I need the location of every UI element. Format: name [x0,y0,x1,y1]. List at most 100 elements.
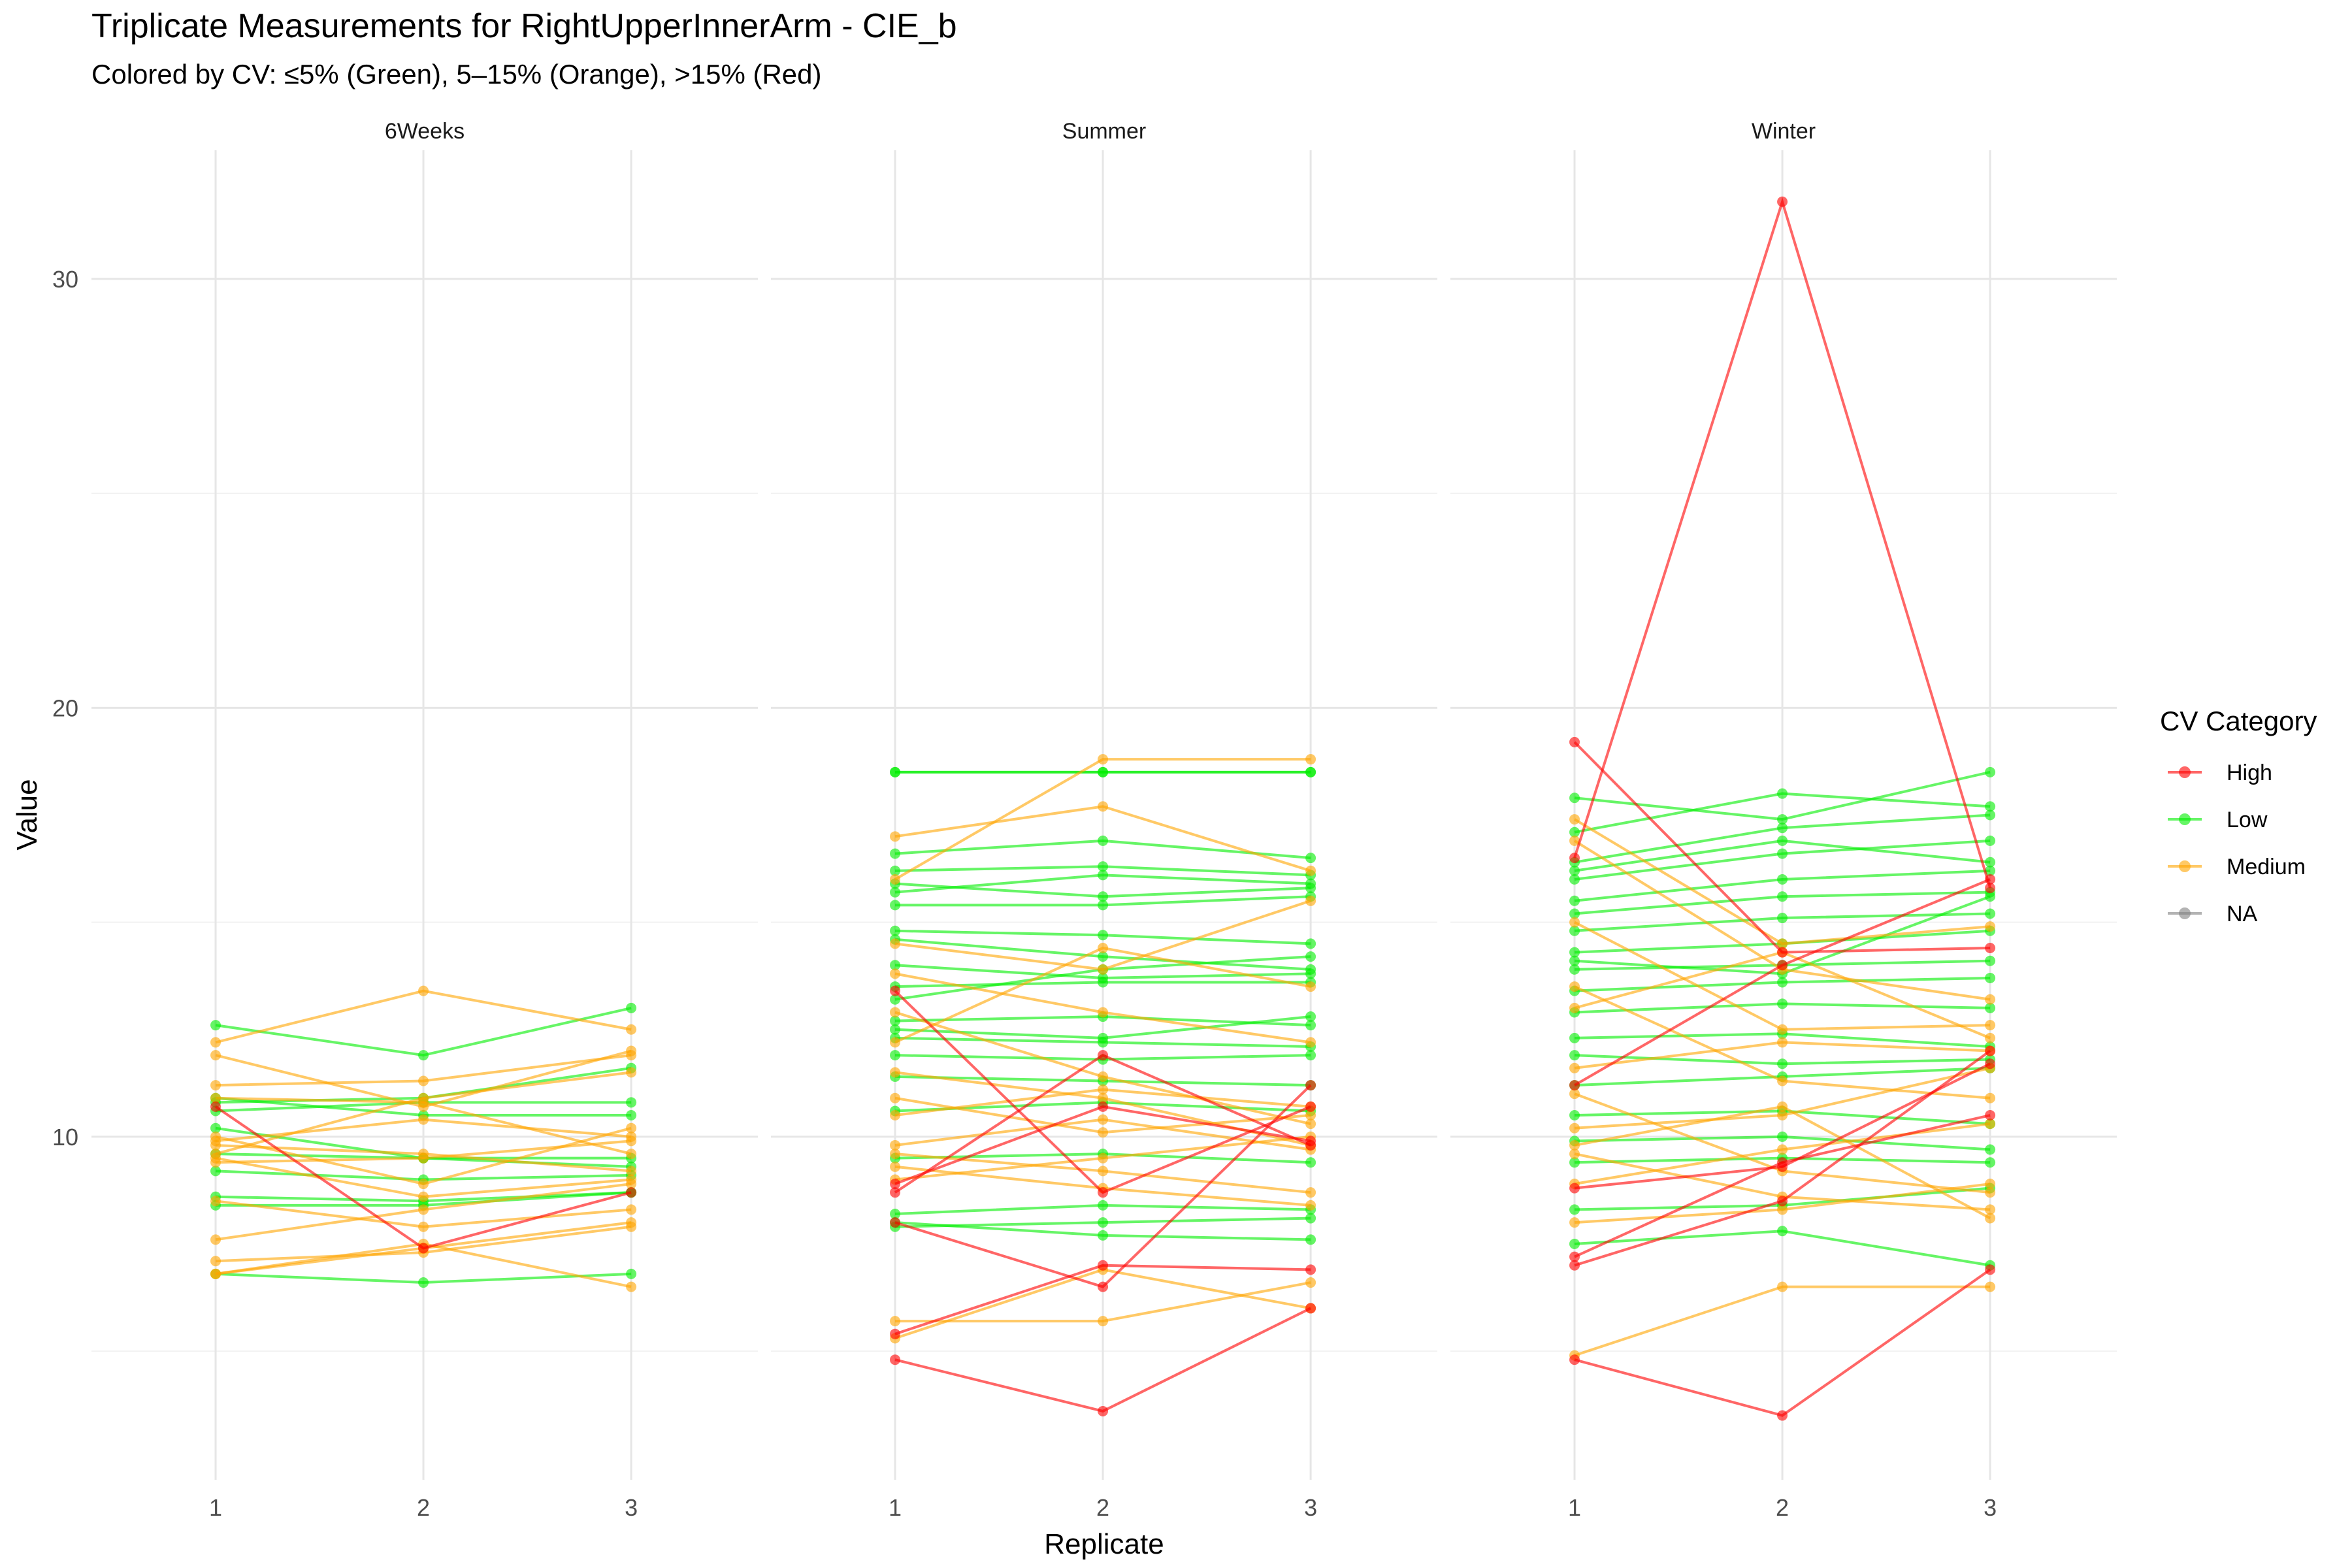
data-point [1098,1281,1109,1292]
data-point [1098,1217,1109,1228]
data-point [1305,951,1316,962]
data-point [1985,809,1996,821]
data-point [418,1179,429,1190]
data-point [1098,1050,1109,1061]
data-point [1305,1119,1316,1130]
data-point [1305,1157,1316,1168]
data-point [1777,1037,1788,1048]
x-tick-label: 2 [417,1494,430,1521]
y-tick-label: 10 [52,1124,78,1151]
data-point [1098,977,1109,988]
data-point [1777,891,1788,902]
data-point [890,887,901,898]
data-point [1985,1264,1996,1275]
data-point [1305,1101,1316,1112]
data-point [1569,1122,1580,1134]
data-point [1098,930,1109,941]
data-point [890,874,901,885]
data-point [1985,801,1996,812]
data-point [418,1243,429,1254]
data-point [890,960,901,971]
legend-label: High [2227,760,2272,785]
data-point [1777,1024,1788,1035]
data-point [1569,1110,1580,1121]
data-point [1985,1281,1996,1292]
data-point [1569,1149,1580,1160]
data-point [1777,1058,1788,1070]
data-point [1098,766,1109,777]
data-point [1569,1062,1580,1073]
data-point [1569,792,1580,804]
data-point [1985,891,1996,902]
data-point [1569,908,1580,919]
legend-label: NA [2227,902,2258,926]
data-point [1098,951,1109,962]
data-point [1777,1204,1788,1215]
data-point [1305,1037,1316,1048]
data-point [418,1149,429,1160]
data-point [1985,1045,1996,1056]
data-point [1098,1032,1109,1043]
data-point [1569,955,1580,966]
data-point [418,1221,429,1232]
data-point [418,1050,429,1061]
data-point [1985,883,1996,894]
data-point [890,1015,901,1026]
data-point [1305,1020,1316,1031]
data-point [1305,1277,1316,1288]
data-point [1098,861,1109,872]
data-point [1985,994,1996,1005]
data-point [1777,1110,1788,1121]
data-point [1098,1187,1109,1198]
data-point [1098,870,1109,881]
data-point [1569,981,1580,992]
data-point [890,1139,901,1151]
legend-key-point [2179,907,2191,919]
data-point [890,766,901,777]
data-point [890,968,901,979]
data-point [1985,1119,1996,1130]
y-tick-label: 30 [52,266,78,293]
data-point [1569,1032,1580,1043]
data-point [1777,1131,1788,1142]
data-point [1098,964,1109,975]
data-point [890,1161,901,1172]
data-point [1985,943,1996,953]
data-point [626,1174,637,1185]
data-point [890,1316,901,1327]
data-point [1777,1196,1788,1207]
data-point [418,1204,429,1215]
data-point [1569,814,1580,825]
data-point [1569,1251,1580,1262]
data-point [1777,947,1788,958]
data-point [1985,1002,1996,1013]
data-point [1569,947,1580,958]
data-point [1777,1226,1788,1237]
data-point [1777,823,1788,834]
data-point [1985,1157,1996,1168]
x-axis-title: Replicate [1044,1528,1164,1560]
x-tick-label: 1 [1568,1494,1581,1521]
x-tick-label: 2 [1776,1494,1789,1521]
data-point [1098,1260,1109,1271]
data-point [1305,766,1316,777]
data-point [1569,964,1580,975]
data-point [1305,878,1316,889]
data-point [1985,1179,1996,1190]
data-point [1777,960,1788,971]
data-point [626,1217,637,1228]
data-point [1985,865,1996,876]
facet-label: Winter [1752,119,1816,144]
data-point [890,1217,901,1228]
x-tick-label: 1 [209,1494,222,1521]
data-point [210,1080,221,1091]
data-point [1777,788,1788,799]
data-point [418,1114,429,1125]
chart-title: Triplicate Measurements for RightUpperIn… [91,7,957,45]
data-point [1098,943,1109,953]
data-point [1569,1050,1580,1061]
data-point [1985,908,1996,919]
data-point [1098,1071,1109,1082]
data-point [1098,1092,1109,1103]
x-tick-label: 2 [1096,1494,1109,1521]
